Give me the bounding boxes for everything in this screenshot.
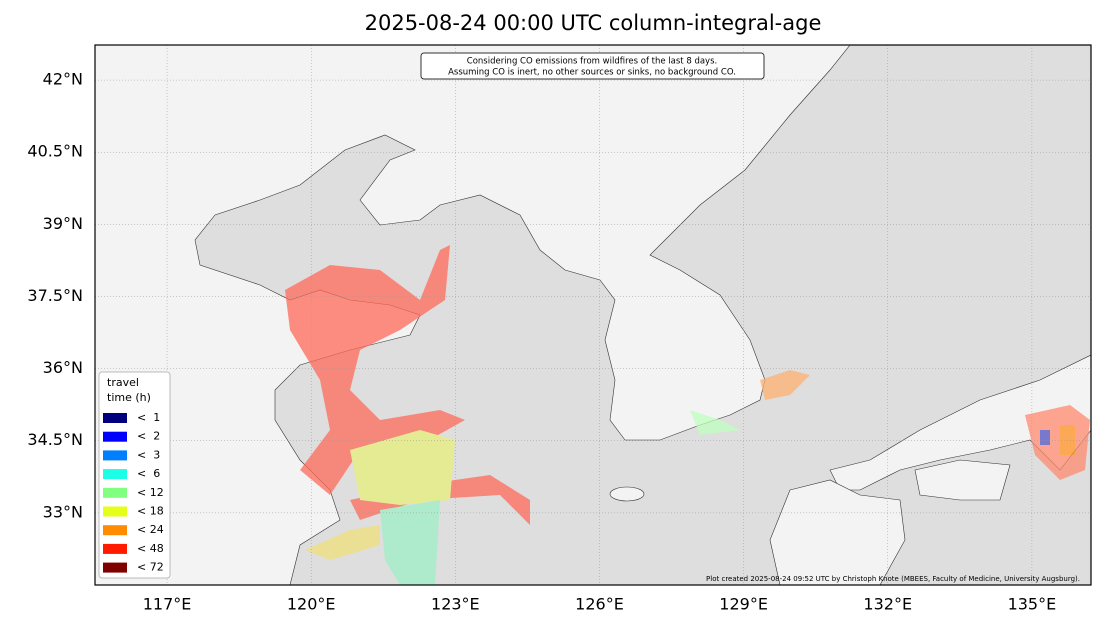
x-tick-label: 120°E — [287, 595, 336, 614]
y-tick-label: 36°N — [43, 358, 83, 377]
x-tick-label: 117°E — [143, 595, 192, 614]
y-tick-label: 40.5°N — [27, 142, 83, 161]
legend-label: < 1 — [137, 411, 160, 424]
y-tick-label: 33°N — [43, 502, 83, 521]
x-tick-label: 132°E — [863, 595, 912, 614]
land — [769, 479, 906, 585]
grid — [95, 45, 1091, 585]
legend-label: < 24 — [137, 523, 164, 536]
legend-label: < 72 — [137, 561, 164, 574]
x-tick-label: 135°E — [1008, 595, 1057, 614]
legend-label: < 2 — [137, 430, 160, 443]
y-tick-label: 34.5°N — [27, 430, 83, 449]
x-tick-label: 129°E — [719, 595, 768, 614]
legend-swatch — [103, 525, 127, 536]
legend-swatch — [103, 469, 127, 480]
y-tick-label: 37.5°N — [27, 286, 83, 305]
chart-title: 2025-08-24 00:00 UTC column-integral-age — [365, 11, 822, 35]
legend-label: < 6 — [137, 467, 160, 480]
legend-swatch — [103, 431, 127, 442]
plume — [285, 245, 1090, 585]
legend-swatch — [103, 562, 127, 573]
map-frame — [94, 44, 1092, 586]
legend-swatch — [103, 413, 127, 423]
legend-swatch — [103, 450, 127, 461]
legend-label: < 3 — [137, 448, 160, 461]
legend-title: time (h) — [107, 391, 151, 404]
legend-label: < 18 — [137, 505, 164, 518]
legend-title: travel — [107, 376, 139, 389]
legend-label: < 48 — [137, 542, 164, 555]
legend-label: < 12 — [137, 486, 164, 499]
y-tick-label: 39°N — [43, 214, 83, 233]
credit: Plot created 2025-08-24 09:52 UTC by Chr… — [706, 575, 1080, 583]
island — [609, 486, 645, 502]
annotation-box — [420, 52, 765, 80]
x-tick-label: 126°E — [575, 595, 624, 614]
legend-swatch — [103, 506, 127, 517]
annotation: Considering CO emissions from wildfires … — [467, 57, 717, 67]
map-area — [95, 45, 1091, 585]
annotation: Assuming CO is inert, no other sources o… — [448, 68, 736, 78]
legend-swatch — [103, 487, 127, 498]
y-tick-label: 42°N — [43, 70, 83, 89]
legend-swatch — [103, 543, 127, 554]
land — [914, 459, 1011, 501]
x-tick-label: 123°E — [431, 595, 480, 614]
